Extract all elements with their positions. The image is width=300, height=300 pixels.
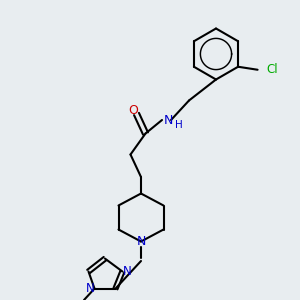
Text: H: H xyxy=(175,120,182,130)
Text: O: O xyxy=(128,104,138,117)
Text: N: N xyxy=(85,282,94,295)
Text: N: N xyxy=(122,265,131,278)
Text: Cl: Cl xyxy=(266,63,278,76)
Text: N: N xyxy=(163,113,173,127)
Text: N: N xyxy=(136,235,146,248)
